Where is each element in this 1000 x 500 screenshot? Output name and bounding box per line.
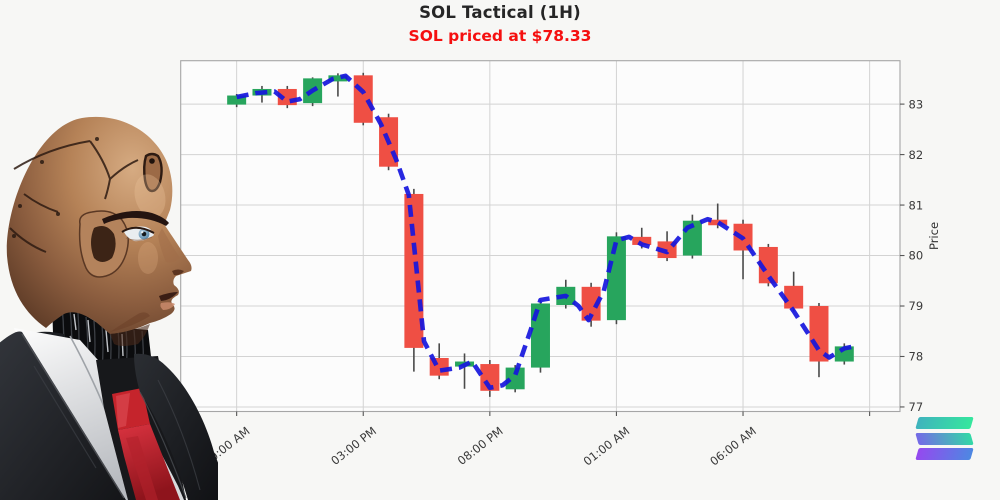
y-tick-label: 81 <box>909 198 924 212</box>
chart-title: SOL Tactical (1H) <box>419 3 581 22</box>
plot-border <box>180 60 901 413</box>
robot-eye <box>121 226 155 242</box>
robot-mouth <box>159 292 178 301</box>
solana-logo-bar-bottom <box>915 448 974 460</box>
candle-up <box>606 236 626 321</box>
candle-down <box>632 236 652 245</box>
robot-jacket-left <box>0 331 126 500</box>
candle-up <box>328 75 348 82</box>
robot-eyebrow <box>102 211 169 226</box>
robot-tie <box>112 388 180 500</box>
candle-down <box>784 285 804 309</box>
x-tick-label: 06:00 AM <box>707 424 759 469</box>
chart-subtitle: SOL priced at $78.33 <box>408 27 592 45</box>
robot-forehead-panel <box>143 152 163 193</box>
robot-ear <box>78 210 129 278</box>
solana-logo-bar-middle <box>915 432 974 445</box>
x-tick-label: 01:00 AM <box>581 424 633 469</box>
y-axis-label: Price <box>927 222 941 250</box>
candle-up <box>505 367 525 390</box>
candle-up <box>227 95 247 105</box>
solana-logo-bar-top <box>915 417 974 429</box>
solana-logo-icon <box>914 417 976 467</box>
y-tick-label: 83 <box>909 97 924 111</box>
robot-head-seams <box>9 140 139 253</box>
robot-head-rivets <box>12 137 99 238</box>
candle-down <box>758 246 778 284</box>
candle-down <box>809 306 829 362</box>
y-tick-label: 82 <box>909 148 924 162</box>
robot-nostril <box>172 269 184 276</box>
y-tick-label: 78 <box>909 350 924 364</box>
candle-up <box>834 346 854 362</box>
candle-down <box>708 219 728 226</box>
candle-down <box>353 75 373 123</box>
robot-head <box>6 116 192 346</box>
x-tick-label: 08:00 PM <box>455 424 506 468</box>
moving-average-line <box>236 73 855 391</box>
robot-figure <box>0 116 218 500</box>
robot-jacket-right <box>134 353 218 500</box>
y-tick-label: 80 <box>909 249 924 263</box>
candle-down <box>581 286 601 321</box>
y-tick-label: 79 <box>909 299 924 313</box>
x-tick-label: 03:00 PM <box>328 424 379 468</box>
robot-forehead-dot <box>149 158 155 164</box>
y-tick-label: 77 <box>909 400 924 414</box>
